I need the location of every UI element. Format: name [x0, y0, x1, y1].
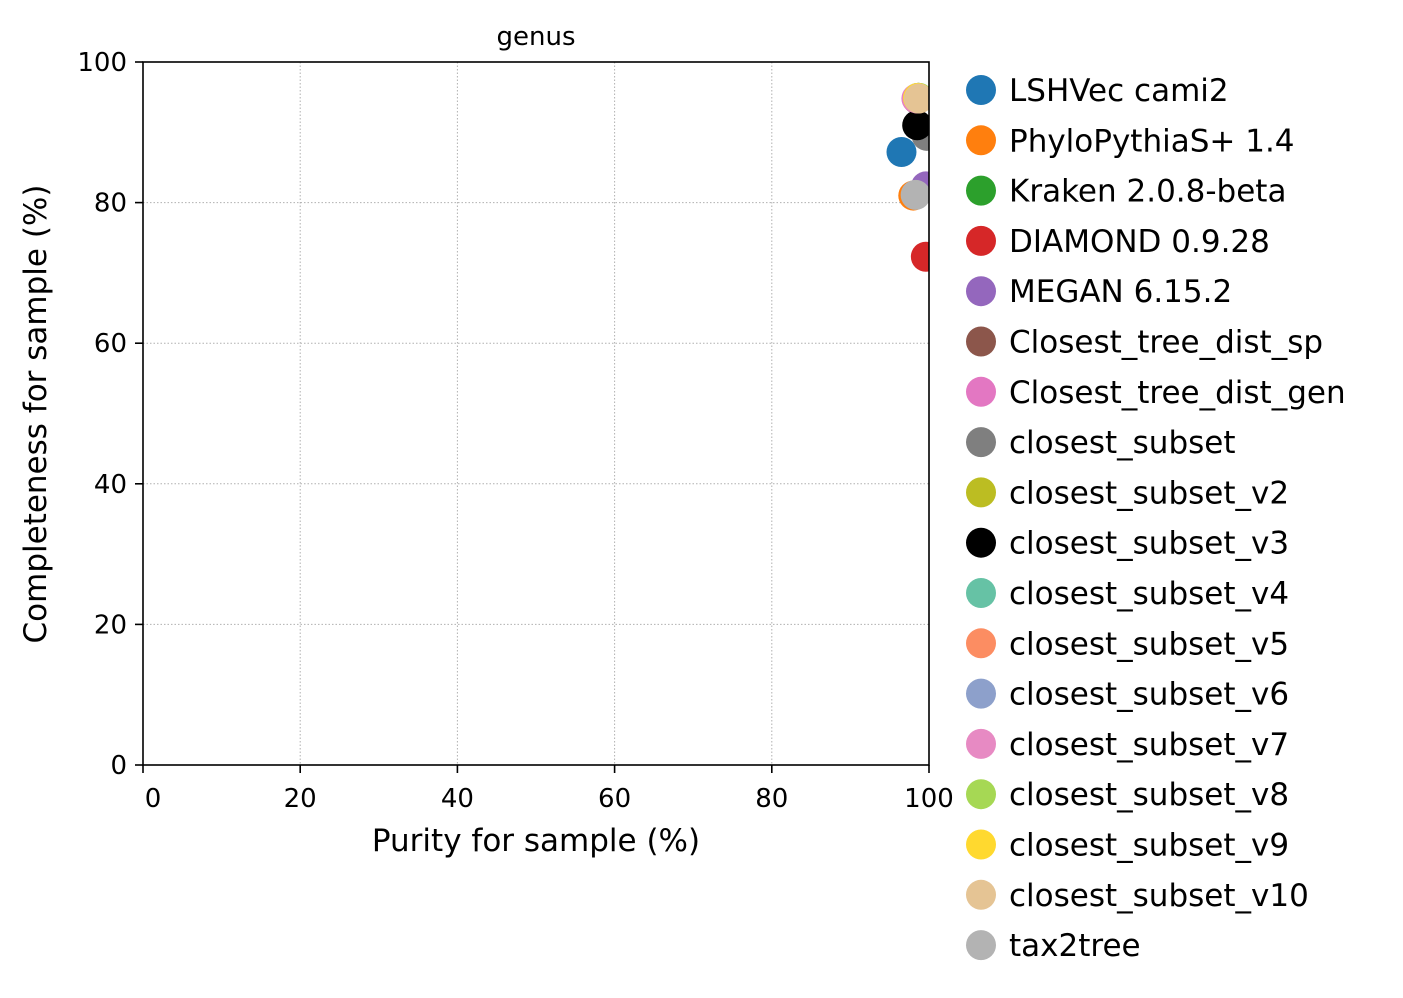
legend-marker: [966, 930, 996, 961]
x-tick-label: 60: [598, 784, 631, 814]
legend-label: closest_subset_v2: [1009, 475, 1289, 511]
legend-label: Kraken 2.0.8-beta: [1009, 174, 1286, 210]
plot-frame: [142, 61, 930, 766]
legend-marker: [966, 175, 996, 206]
legend-marker: [966, 628, 996, 659]
legend-marker: [966, 728, 996, 759]
legend-label: PhyloPythiaS+ 1.4: [1009, 123, 1295, 159]
y-tick-label: 60: [94, 329, 127, 359]
legend-label: closest_subset_v9: [1009, 828, 1289, 864]
y-tick-label: 40: [94, 470, 127, 500]
legend-marker: [966, 427, 996, 458]
legend-label: closest_subset_v8: [1009, 777, 1289, 813]
y-tick-label: 80: [94, 189, 127, 219]
data-point: [910, 241, 929, 272]
legend-label: Closest_tree_dist_gen: [1009, 375, 1346, 411]
x-tick-label: 80: [755, 784, 788, 814]
legend-label: closest_subset_v7: [1009, 727, 1289, 763]
legend-marker: [966, 879, 996, 910]
legend-label: closest_subset_v3: [1009, 526, 1289, 562]
legend-marker: [966, 477, 996, 508]
x-tick-label: 0: [145, 784, 162, 814]
legend-marker: [966, 779, 996, 810]
legend-label: LSHVec cami2: [1009, 73, 1229, 109]
chart-title: genus: [496, 22, 575, 52]
y-axis-label: Completeness for sample (%): [18, 185, 54, 644]
legend-label: closest_subset: [1009, 425, 1236, 461]
legend-marker: [966, 225, 996, 256]
legend-marker: [966, 75, 996, 105]
data-point: [902, 110, 929, 141]
legend-label: DIAMOND 0.9.28: [1009, 224, 1270, 260]
x-tick-label: 40: [441, 784, 474, 814]
legend-label: closest_subset_v4: [1009, 576, 1289, 612]
legend-marker: [966, 326, 996, 357]
legend-label: closest_subset_v5: [1009, 626, 1289, 662]
x-tick-label: 100: [904, 784, 954, 814]
legend-label: tax2tree: [1009, 928, 1141, 964]
x-tick-label: 20: [284, 784, 317, 814]
legend-label: closest_subset_v10: [1009, 878, 1309, 914]
y-tick-label: 0: [110, 751, 127, 781]
legend-marker: [966, 829, 996, 860]
x-axis-label: Purity for sample (%): [372, 823, 700, 859]
legend-label: Closest_tree_dist_sp: [1009, 325, 1323, 361]
legend-label: MEGAN 6.15.2: [1009, 274, 1232, 310]
y-tick-label: 100: [77, 48, 127, 78]
legend-marker: [966, 276, 996, 307]
legend-marker: [966, 125, 996, 156]
legend-marker: [966, 527, 996, 558]
data-point: [886, 136, 917, 167]
legend: LSHVec cami2 PhyloPythiaS+ 1.4 Kraken 2.0.…: [966, 73, 1346, 964]
data-point: [903, 83, 929, 114]
y-tick-label: 20: [94, 610, 127, 640]
data-points: [886, 82, 929, 272]
legend-marker: [966, 578, 996, 608]
legend-marker: [966, 678, 996, 709]
legend-label: closest_subset_v6: [1009, 677, 1289, 713]
data-point: [900, 179, 929, 210]
legend-marker: [966, 376, 996, 407]
axis-ticks: 0 20 40 60 80 100 0 20 40 60 80 100: [77, 48, 953, 814]
